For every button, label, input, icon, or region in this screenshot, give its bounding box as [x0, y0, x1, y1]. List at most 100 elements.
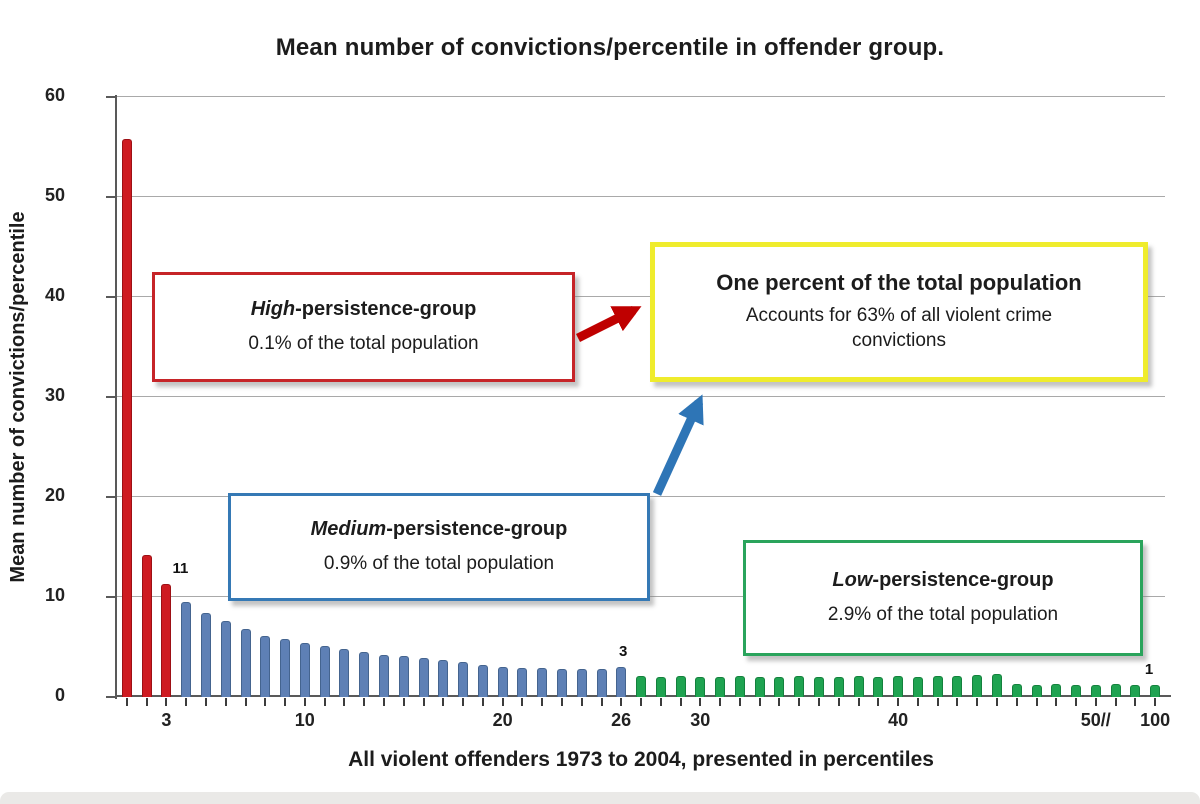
bar — [873, 677, 884, 697]
x-tick-mark — [501, 698, 504, 706]
bar — [952, 676, 963, 697]
bar — [814, 677, 824, 697]
bar-value-label: 1 — [1144, 661, 1154, 678]
bar — [616, 667, 627, 697]
bar — [517, 668, 528, 697]
bar — [141, 555, 152, 697]
bar — [537, 668, 548, 697]
bar — [636, 676, 646, 697]
x-tick-mark — [541, 698, 544, 706]
bar — [932, 676, 943, 697]
bar — [556, 669, 567, 697]
x-tick-mark — [422, 698, 425, 706]
bar — [1090, 685, 1101, 697]
bar — [299, 643, 310, 697]
x-tick-mark — [1055, 698, 1058, 706]
x-tick-mark — [224, 698, 227, 706]
bar — [121, 139, 132, 697]
bar — [458, 662, 468, 697]
bar — [359, 652, 370, 697]
bar-value-label: 3 — [619, 643, 628, 660]
x-tick-mark — [481, 698, 484, 706]
high-persistence-annotation-box: High-persistence-group 0.1% of the total… — [152, 272, 575, 382]
bar — [477, 665, 488, 697]
x-tick-mark — [818, 698, 820, 706]
bar — [715, 677, 726, 697]
bar — [853, 676, 864, 697]
x-tick-mark — [165, 698, 168, 706]
bar — [1051, 684, 1062, 697]
x-tick-mark — [976, 698, 979, 706]
bar — [181, 602, 192, 697]
bar — [833, 677, 844, 697]
bar — [734, 676, 745, 697]
x-tick-mark — [363, 698, 366, 706]
bar — [280, 639, 291, 697]
bar — [201, 613, 211, 697]
medium-persistence-annotation-box: Medium-persistence-group 0.9% of the tot… — [228, 493, 650, 601]
x-tick-mark — [778, 698, 781, 706]
bar — [260, 636, 271, 697]
y-tick-label: 0 — [54, 685, 65, 705]
y-tick-mark — [106, 496, 115, 498]
bar — [675, 676, 686, 697]
high-box-title: High-persistence-group — [250, 297, 477, 320]
x-tick-mark — [995, 698, 998, 706]
bar — [339, 649, 350, 697]
x-tick-mark — [1134, 698, 1137, 706]
x-tick-mark — [521, 698, 524, 706]
y-tick-mark — [106, 696, 115, 698]
x-tick-mark — [877, 698, 880, 706]
bar — [695, 677, 706, 697]
bar — [161, 584, 172, 697]
x-tick-label: 26 — [611, 710, 632, 730]
plot-area: 0 10 20 30 40 50 60 3 10 20 26 30 40 50// 100 11 3 1 — [45, 85, 1170, 730]
x-tick-mark — [264, 698, 267, 706]
bar — [1130, 685, 1141, 697]
high-box-subtitle: 0.1% of the total population — [248, 332, 479, 354]
medium-box-title: Medium-persistence-group — [310, 517, 568, 540]
y-tick-label: 40 — [44, 285, 65, 305]
chart-title: Mean number of convictions/percentile in… — [275, 34, 945, 61]
x-tick-mark — [857, 698, 860, 706]
one-percent-box-title: One percent of the total population — [716, 270, 1082, 296]
bar — [1071, 685, 1081, 697]
y-tick-mark — [106, 396, 115, 398]
bar — [596, 669, 607, 697]
bar — [240, 629, 251, 697]
x-tick-mark — [402, 698, 405, 706]
bar — [418, 658, 429, 697]
x-tick-mark — [659, 698, 662, 706]
bar — [438, 660, 449, 697]
x-tick-mark — [145, 698, 148, 706]
bar — [398, 656, 409, 697]
gridline — [117, 296, 1165, 297]
low-box-title: Low-persistence-group — [832, 568, 1054, 591]
y-tick-mark — [106, 96, 115, 98]
bar — [893, 676, 904, 697]
one-percent-annotation-box: One percent of the total population Acco… — [650, 242, 1148, 382]
x-tick-mark — [1015, 698, 1018, 706]
one-percent-box-subtitle: Accounts for 63% of all violent crime co… — [745, 305, 1053, 351]
x-tick-mark — [916, 698, 919, 706]
bar — [220, 621, 231, 697]
x-tick-mark — [620, 698, 623, 706]
x-axis-title: All violent offenders 1973 to 2004, pres… — [348, 748, 934, 771]
x-tick-mark — [580, 698, 583, 706]
bar — [912, 677, 923, 697]
x-tick-mark — [699, 698, 702, 706]
x-tick-mark — [323, 698, 326, 706]
x-tick-mark — [1094, 698, 1097, 706]
x-tick-mark — [1075, 698, 1077, 706]
bar — [1011, 684, 1022, 697]
x-tick-mark — [1154, 698, 1157, 706]
x-tick-mark — [284, 698, 287, 706]
gridline — [117, 396, 1165, 397]
x-tick-mark — [956, 698, 959, 706]
x-tick-mark — [125, 698, 128, 706]
bar — [991, 674, 1002, 697]
y-tick-label: 60 — [44, 85, 65, 105]
bar — [754, 677, 765, 697]
x-tick-mark — [798, 698, 801, 706]
y-tick-label: 50 — [44, 185, 65, 205]
